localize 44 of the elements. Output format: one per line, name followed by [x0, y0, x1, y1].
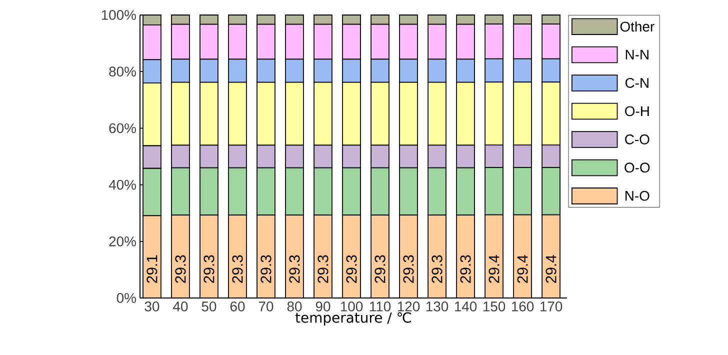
data-label: 29.3	[175, 255, 186, 283]
legend-label: Other	[620, 21, 654, 32]
legend-label: O-O	[624, 162, 650, 173]
legend-label: N-O	[626, 190, 650, 201]
legend-label: C-O	[625, 134, 650, 144]
data-label: 29.3	[346, 255, 357, 283]
x-tick-label: 80	[287, 302, 302, 312]
data-label: 29.4	[546, 255, 556, 283]
data-label: 29.3	[460, 255, 471, 283]
data-label: 29.3	[204, 255, 214, 283]
data-label: 29.3	[232, 255, 243, 283]
x-tick-label: 100	[340, 302, 363, 312]
x-tick-label: 140	[454, 302, 477, 312]
data-label: 29.1	[146, 255, 158, 283]
x-tick-label: 50	[202, 302, 216, 312]
y-tick-label: 20%	[109, 236, 136, 246]
data-label: 29.3	[289, 255, 300, 283]
x-axis-title: temperature / ℃	[295, 312, 411, 326]
data-label: 29.4	[517, 255, 528, 283]
data-label: 29.3	[403, 255, 414, 283]
legend-label: N-N	[626, 50, 648, 60]
x-tick-label: 120	[398, 302, 420, 312]
data-label: 29.3	[260, 255, 272, 283]
x-tick-label: 60	[230, 302, 245, 312]
x-tick-label: 130	[426, 302, 448, 312]
y-tick-label: 40%	[108, 180, 136, 190]
x-tick-label: 40	[173, 302, 188, 312]
x-tick-label: 150	[483, 302, 506, 312]
y-tick-label: 100%	[102, 10, 136, 20]
data-label: 29.4	[488, 255, 500, 283]
y-tick-label: 80%	[109, 66, 136, 77]
x-tick-label: 170	[540, 302, 562, 312]
x-tick-label: 30	[144, 302, 160, 312]
legend-label: C-N	[625, 78, 648, 88]
y-tick-label: 0%	[116, 293, 136, 303]
x-tick-label: 90	[316, 302, 330, 312]
data-label: 29.3	[374, 255, 386, 283]
y-tick-label: 60%	[109, 123, 136, 134]
x-tick-label: 70	[258, 302, 274, 312]
x-tick-label: 160	[512, 302, 534, 312]
legend-label: O-H	[625, 106, 649, 116]
data-label: 29.3	[432, 255, 442, 283]
data-label: 29.3	[318, 255, 328, 283]
x-tick-label: 110	[370, 302, 391, 312]
